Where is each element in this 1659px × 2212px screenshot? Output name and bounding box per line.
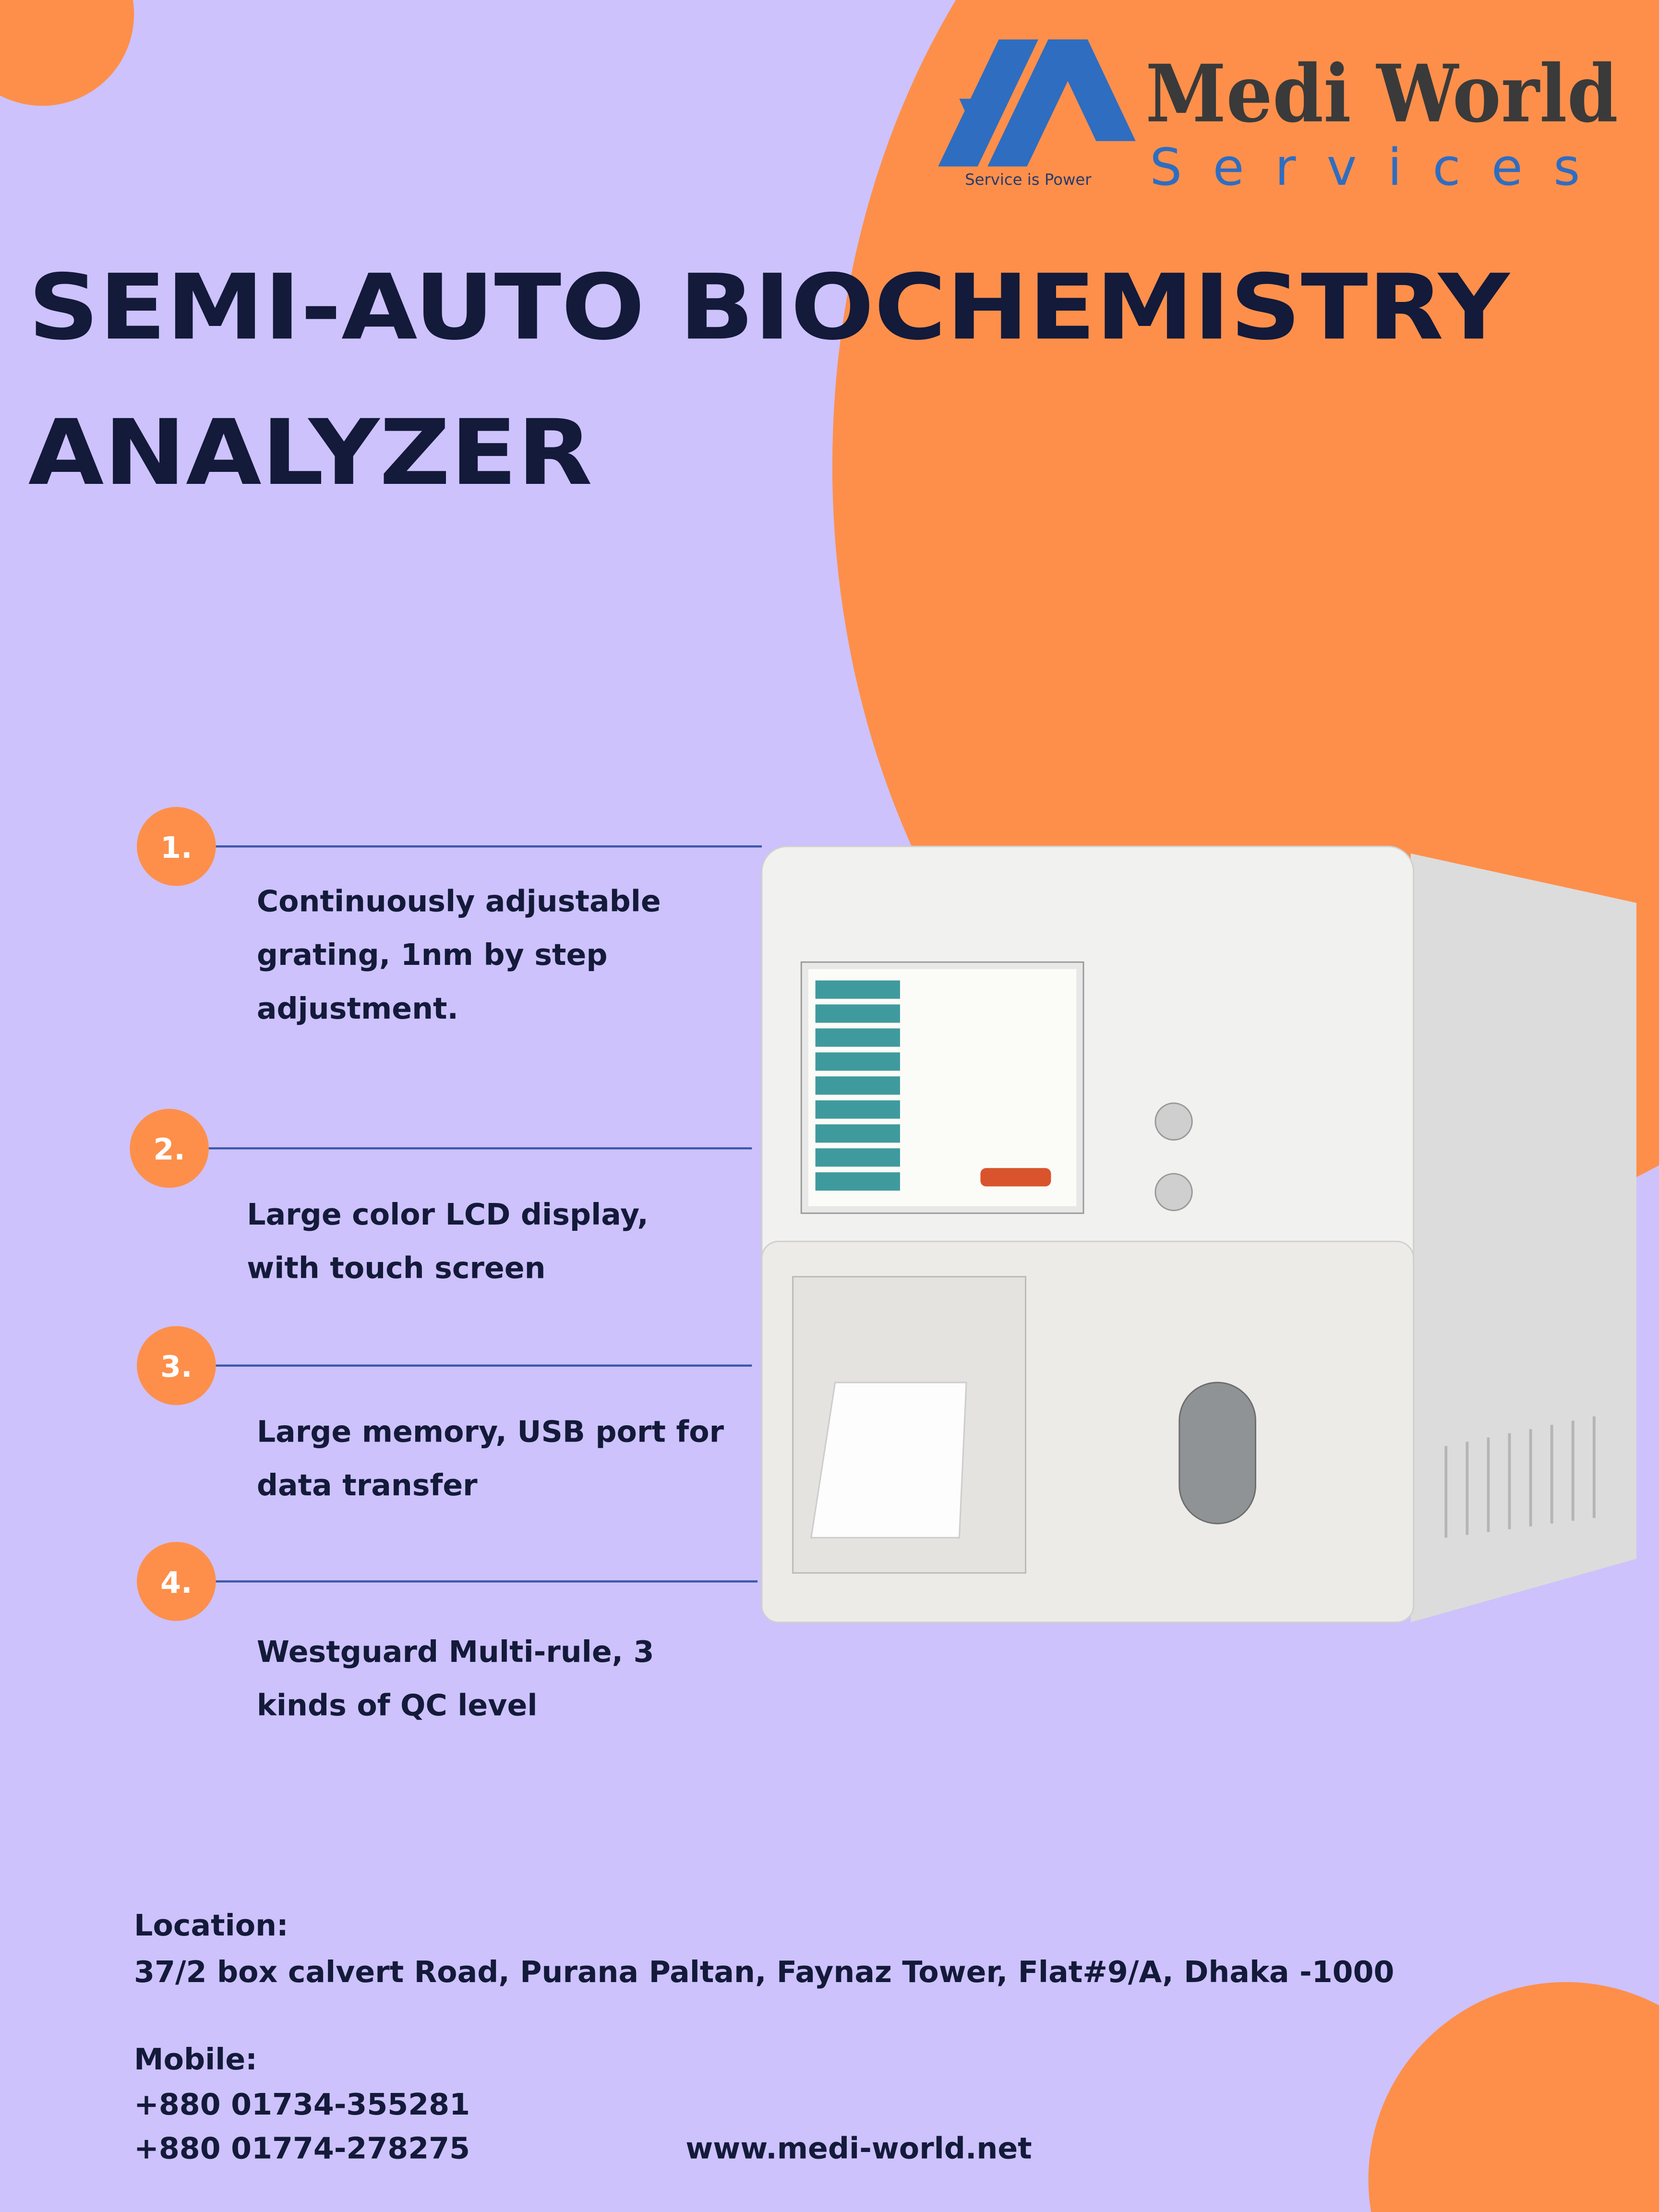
device-image: [761, 845, 1636, 1623]
phone: +880 01734-355281: [134, 2087, 470, 2122]
feature-text: with touch screen: [247, 1251, 545, 1286]
title-line: SEMI-AUTO BIOCHEMISTRY: [28, 255, 1511, 360]
title: SEMI-AUTO BIOCHEMISTRY ANALYZER: [28, 255, 1511, 505]
phone: +880 01774-278275: [134, 2131, 470, 2165]
feature-text: Continuously adjustable: [257, 884, 661, 918]
feature-text: Large memory, USB port for: [257, 1414, 724, 1449]
logo-mark: [938, 39, 1136, 167]
feature-text: Westguard Multi-rule, 3: [257, 1635, 654, 1669]
feature-number: 3.: [160, 1349, 192, 1384]
feature-text: grating, 1nm by step: [257, 938, 608, 972]
mobile-label: Mobile:: [134, 2042, 257, 2077]
website: www.medi-world.net: [685, 2131, 1032, 2165]
logo-tagline: Service is Power: [965, 170, 1092, 189]
feature-text: adjustment.: [257, 991, 458, 1026]
feature-text: Large color LCD display,: [247, 1197, 649, 1232]
address: 37/2 box calvert Road, Purana Paltan, Fa…: [134, 1955, 1394, 1989]
number-badge: [130, 1108, 209, 1188]
number-badge: [137, 806, 216, 886]
feature-number: 1.: [160, 830, 192, 865]
feature-number: 2.: [153, 1132, 185, 1167]
feature-text: data transfer: [257, 1468, 478, 1503]
orange-circle: [1368, 1982, 1659, 2212]
location-label: Location:: [134, 1908, 289, 1943]
feature-list: 1. Continuously adjustable grating, 1nm by…: [130, 806, 762, 1723]
number-badge: [137, 1326, 216, 1406]
number-badge: [137, 1542, 216, 1621]
logo-name: Medi World: [1145, 47, 1618, 140]
orange-circle: [0, 0, 134, 106]
feature-text: kinds of QC level: [257, 1688, 538, 1723]
title-line: ANALYZER: [28, 400, 593, 505]
feature-number: 4.: [160, 1565, 192, 1600]
